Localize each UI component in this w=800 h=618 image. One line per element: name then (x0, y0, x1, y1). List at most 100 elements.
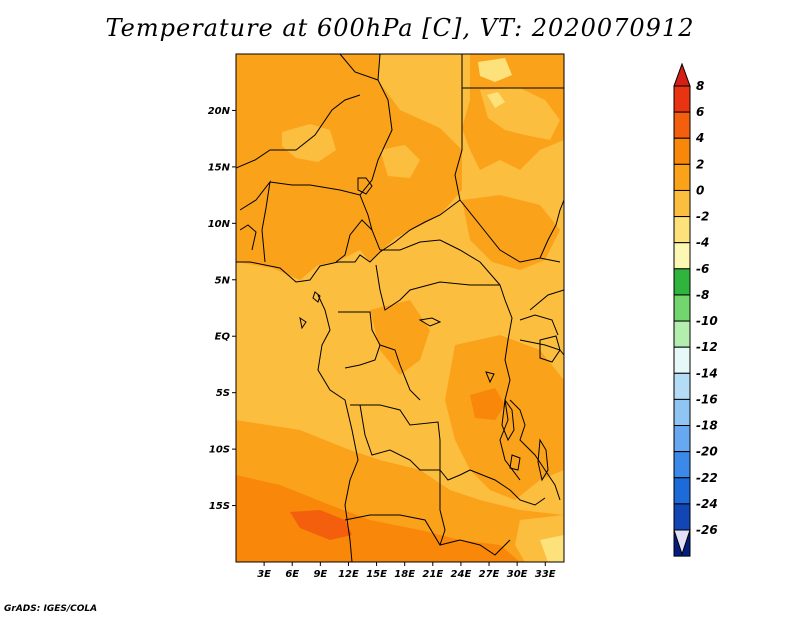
lon-tick-label: 33E (535, 569, 556, 580)
lon-tick-label: 12E (338, 569, 359, 580)
shade-minus2-to-0-north (478, 58, 512, 82)
colorbar-label: -4 (696, 236, 709, 250)
colorbar-box (673, 477, 691, 505)
lat-tick-label: 20N (208, 106, 231, 117)
lon-tick-label: 21E (422, 569, 443, 580)
colorbar-label: 8 (696, 79, 704, 93)
colorbar-label: -14 (696, 366, 718, 380)
page-title: Temperature at 600hPa [C], VT: 202007091… (105, 14, 695, 42)
southwest-coastline (317, 294, 359, 562)
colorbar-box (673, 85, 691, 113)
colorbar-label: 4 (695, 131, 704, 145)
algeria-niger-border (339, 54, 379, 81)
car-border (380, 239, 501, 286)
lon-tick-label: 3E (257, 569, 271, 580)
colorbar-box (673, 137, 691, 165)
colorbar-bottom-arrow (673, 529, 691, 556)
congo-drc-border (379, 344, 421, 401)
map-frame (235, 53, 565, 563)
lat-tick-label: 10S (209, 445, 230, 456)
colorbar-label: -8 (696, 288, 709, 302)
kenya-north-border (529, 289, 564, 311)
shade-2-to-4-southsudan (462, 195, 560, 270)
shade-2-to-4-north (236, 54, 462, 280)
lon-tick-label: 24E (451, 569, 472, 580)
congo-river-marks (418, 317, 442, 327)
colorbar-label: -22 (696, 471, 718, 485)
niger-chad-border (359, 54, 393, 251)
credit-text: GrADS: IGES/COLA (4, 604, 98, 614)
colorbar-label: -16 (696, 392, 718, 406)
colorbar-label: -6 (696, 262, 709, 276)
lon-tick-label: 18E (394, 569, 415, 580)
drc-east-border (499, 284, 521, 481)
colorbar-label: -10 (696, 314, 718, 328)
lat-tick-label: 5N (215, 275, 231, 286)
angola-drc-border (350, 404, 471, 481)
lon-tick-label: 9E (313, 569, 327, 580)
lon-tick-label: 27E (479, 569, 500, 580)
colorbar-box (673, 242, 691, 270)
shade-minus2-to-0-north-small (487, 92, 505, 108)
benin-border (239, 180, 271, 263)
car-congo-border (375, 264, 500, 311)
west-africa-coastline (236, 199, 461, 283)
zambia-angola-border (439, 470, 446, 546)
lake-malawi (537, 438, 549, 482)
lon-tick-label: 30E (507, 569, 528, 580)
colorbar-label: 2 (696, 157, 704, 171)
colorbar-box (673, 189, 691, 218)
lakes (299, 177, 561, 482)
colorbar-label: -12 (696, 340, 718, 354)
shade-minus2-to-0-southeast (540, 535, 564, 562)
mali-niger-border (236, 94, 361, 169)
colorbar-label: -26 (696, 523, 718, 537)
colorbar-label: -2 (696, 210, 709, 224)
colorbar-box (673, 294, 691, 322)
colorbar-label: 6 (696, 105, 704, 119)
shade-2-to-4-east (445, 335, 564, 500)
shade-0-to-2-sahel-patch (282, 124, 336, 162)
lon-tick-label: 15E (366, 569, 387, 580)
zambia-zimbabwe-border (469, 469, 546, 506)
shade-6-to-8-south (290, 510, 352, 540)
cameroon-nigeria-border (335, 219, 373, 263)
lon-tick-label: 6E (285, 569, 299, 580)
lat-tick-label: 10N (208, 219, 231, 230)
ethiopia-border (539, 199, 564, 259)
shade-0-to-2-congo-north (410, 280, 478, 325)
colorbar-box (673, 398, 691, 427)
colorbar-label: 0 (696, 183, 704, 197)
sao-tome-island (299, 316, 307, 330)
lake-tanganyika (501, 398, 515, 442)
longitude-axis: 3E 6E 9E 12E 15E 18E 21E 24E 27E 30E 33E (257, 562, 556, 580)
colorbar-box (673, 268, 691, 296)
colorbar-box (673, 451, 691, 479)
nigeria-north-border (269, 181, 361, 196)
lat-tick-label: 15N (208, 162, 231, 173)
lake-victoria (539, 335, 561, 363)
lat-tick-label: EQ (215, 332, 231, 343)
angola-east-border (359, 404, 440, 471)
lake-mweru (509, 454, 521, 471)
colorbar-label: -24 (696, 497, 718, 511)
colorbar-box (673, 425, 691, 453)
lake-victoria-region (519, 314, 559, 336)
lake-chad (357, 177, 373, 195)
temperature-field (236, 54, 564, 562)
colorbar-box (673, 163, 691, 191)
shade-4-to-6-south (236, 475, 520, 562)
colorbar-box (673, 111, 691, 139)
colorbar-box (673, 503, 691, 531)
colorbar-box (673, 216, 691, 244)
map-boundaries (236, 54, 564, 562)
lake-kivu (485, 371, 495, 384)
latitude-axis: 20N 15N 10N 5N EQ 5S 10S 15S (208, 106, 236, 512)
colorbar-box (673, 320, 691, 348)
colorbar-box (673, 346, 691, 374)
shade-0-to-2-north-patch (400, 54, 470, 80)
kenya-uganda-border (519, 339, 564, 356)
colorbar-label: -18 (696, 419, 718, 433)
shade-4-to-6-tanganyika (470, 388, 505, 420)
